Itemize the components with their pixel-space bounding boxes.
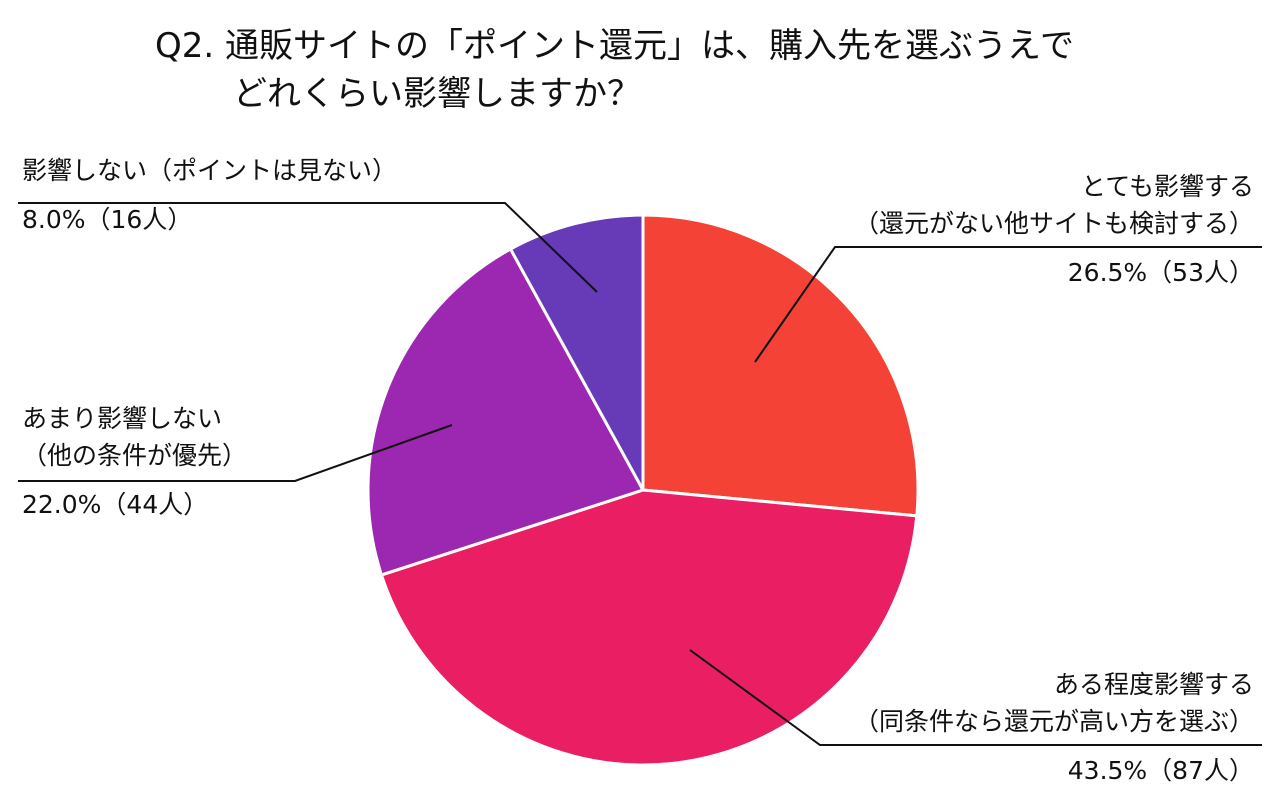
title-line-2: どれくらい影響しますか？ [233, 74, 641, 114]
label-not-very-influential: あまり影響しない （他の条件が優先） 22.0%（44人） [22, 400, 247, 523]
leader-not-influential [18, 202, 598, 293]
leader-somewhat-influential [689, 649, 1262, 746]
slice-very-influential [641, 213, 920, 518]
title-line-1: Q2. 通販サイトの「ポイント還元」は、購入先を選ぶうえで [155, 26, 1074, 66]
label-somewhat-influential: ある程度影響する （同条件なら還元が高い方を選ぶ） 43.5%（87人） [854, 666, 1254, 789]
chart-title: Q2. 通販サイトの「ポイント還元」は、購入先を選ぶうえで どれくらい影響します… [155, 22, 1074, 118]
slice-somewhat-influential [379, 488, 919, 767]
value-label: 22.0%（44人） [22, 490, 209, 519]
value-label: 26.5%（53人） [1067, 258, 1254, 287]
label-line-1: 影響しない（ポイントは見ない） [22, 156, 398, 185]
leader-not-very-influential [18, 424, 453, 482]
slice-not-influential [508, 213, 645, 491]
value-label: 43.5%（87人） [1067, 756, 1254, 785]
slice-not-very-influential [366, 246, 646, 577]
label-line-2: （還元がない他サイトも検討する） [853, 209, 1254, 238]
value-label: 8.0%（16人） [22, 205, 193, 234]
label-line-1: とても影響する [1080, 172, 1254, 201]
label-line-1: ある程度影響する [1053, 670, 1254, 699]
label-line-2: （同条件なら還元が高い方を選ぶ） [853, 707, 1254, 736]
label-very-influential: とても影響する （還元がない他サイトも検討する） 26.5%（53人） [854, 168, 1254, 291]
label-line-2: （他の条件が優先） [22, 441, 248, 470]
leader-very-influential [754, 246, 1262, 363]
label-not-influential: 影響しない（ポイントは見ない） 8.0%（16人） [22, 152, 397, 238]
label-line-1: あまり影響しない [22, 404, 223, 433]
